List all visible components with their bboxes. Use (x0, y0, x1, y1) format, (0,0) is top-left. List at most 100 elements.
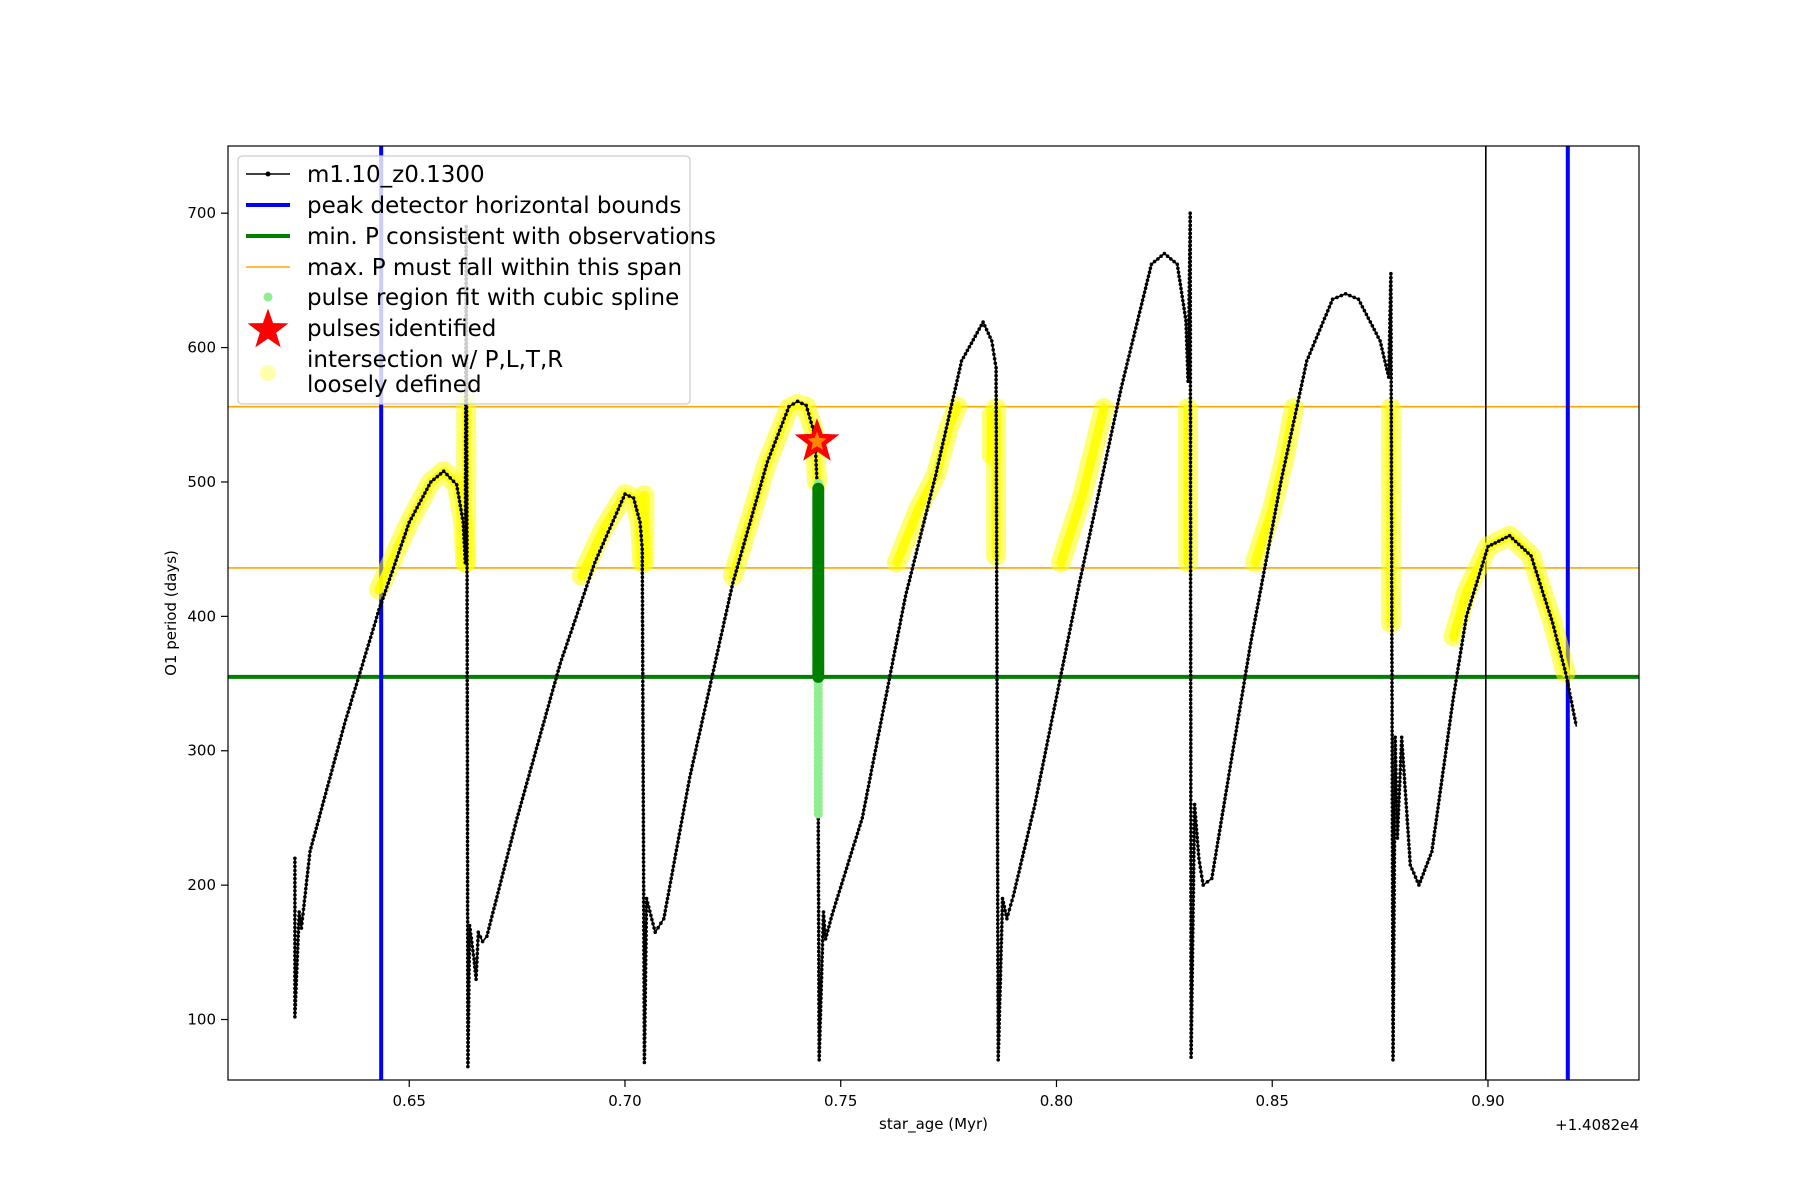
x-tick-label: 0.65 (393, 1092, 426, 1110)
series-point (697, 732, 702, 736)
series-point (1292, 419, 1296, 424)
series-point (1558, 650, 1563, 654)
series-point (1392, 945, 1396, 949)
series-point (1181, 298, 1185, 303)
series-point (816, 925, 821, 930)
series-point (1246, 653, 1251, 657)
series-point (1486, 544, 1490, 549)
series-point (1216, 836, 1221, 841)
series-point (465, 566, 469, 570)
series-point (642, 1040, 647, 1044)
series-point (659, 921, 663, 925)
series-point (1401, 760, 1406, 764)
series-point (967, 345, 972, 349)
series-point (1283, 460, 1287, 464)
series-point (500, 875, 504, 879)
series-point (720, 628, 725, 633)
series-point (1064, 647, 1068, 651)
series-point (466, 1028, 471, 1033)
series-point (1188, 227, 1193, 232)
series-point (465, 783, 470, 787)
series-point (391, 566, 396, 570)
x-tick-label: 0.75 (824, 1092, 857, 1110)
series-point (347, 706, 352, 710)
series-point (1391, 993, 1396, 998)
series-point (924, 512, 928, 517)
series-point (1287, 439, 1292, 444)
series-point (549, 692, 554, 697)
series-point (1389, 392, 1393, 396)
series-point (1190, 1007, 1194, 1011)
series-point (1464, 618, 1468, 623)
series-point (1465, 610, 1470, 615)
series-point (1188, 315, 1193, 320)
series-point (866, 784, 871, 789)
series-point (999, 929, 1004, 933)
series-point (641, 848, 646, 852)
series-point (529, 765, 533, 770)
series-point (445, 472, 449, 477)
series-point (464, 449, 469, 454)
series-point (1389, 432, 1394, 436)
series-point (465, 779, 470, 783)
series-point (306, 866, 310, 870)
series-point (583, 587, 588, 592)
series-point (816, 933, 821, 938)
series-point (641, 804, 646, 808)
series-point (293, 937, 297, 942)
series-point (666, 892, 671, 897)
series-point (464, 429, 469, 434)
series-point (306, 862, 311, 866)
series-point (1390, 689, 1394, 693)
series-point (486, 930, 490, 935)
series-point (640, 663, 645, 668)
series-point (1039, 770, 1044, 775)
series-point (641, 860, 646, 864)
series-point (465, 867, 470, 872)
series-point (1389, 368, 1393, 372)
series-point (466, 1044, 471, 1049)
series-point (1390, 644, 1394, 649)
series-point (366, 643, 371, 647)
series-point (641, 751, 645, 756)
series-point (465, 912, 470, 916)
series-point (923, 516, 927, 520)
series-point (307, 853, 312, 858)
series-point (1356, 297, 1361, 302)
series-point (1391, 985, 1396, 990)
series-point (1188, 488, 1193, 493)
series-point (1191, 890, 1196, 895)
series-point (1257, 594, 1262, 598)
series-point (643, 1032, 647, 1036)
series-point (352, 690, 356, 695)
series-point (1390, 745, 1394, 749)
series-point (816, 825, 821, 829)
series-point (1391, 969, 1396, 973)
series-point (1389, 348, 1393, 352)
series-point (998, 993, 1002, 998)
series-point (1188, 532, 1193, 537)
series-point (621, 496, 626, 500)
series-point (994, 558, 999, 562)
series-point (1252, 621, 1257, 626)
series-point (1475, 579, 1479, 584)
series-point (1189, 854, 1193, 858)
series-point (994, 550, 999, 554)
series-point (1222, 800, 1227, 805)
series-point (721, 624, 725, 629)
series-point (1080, 567, 1085, 572)
series-point (692, 755, 696, 760)
series-point (466, 1020, 471, 1024)
series-point (1192, 838, 1196, 843)
series-point (1188, 613, 1193, 617)
series-point (553, 680, 557, 685)
series-point (465, 835, 470, 840)
series-point (348, 702, 353, 706)
series-point (687, 779, 691, 784)
series-point (994, 466, 999, 470)
series-point (998, 973, 1003, 977)
series-point (713, 660, 717, 665)
series-point (1392, 880, 1396, 885)
series-point (465, 763, 470, 767)
series-point (1392, 872, 1397, 877)
